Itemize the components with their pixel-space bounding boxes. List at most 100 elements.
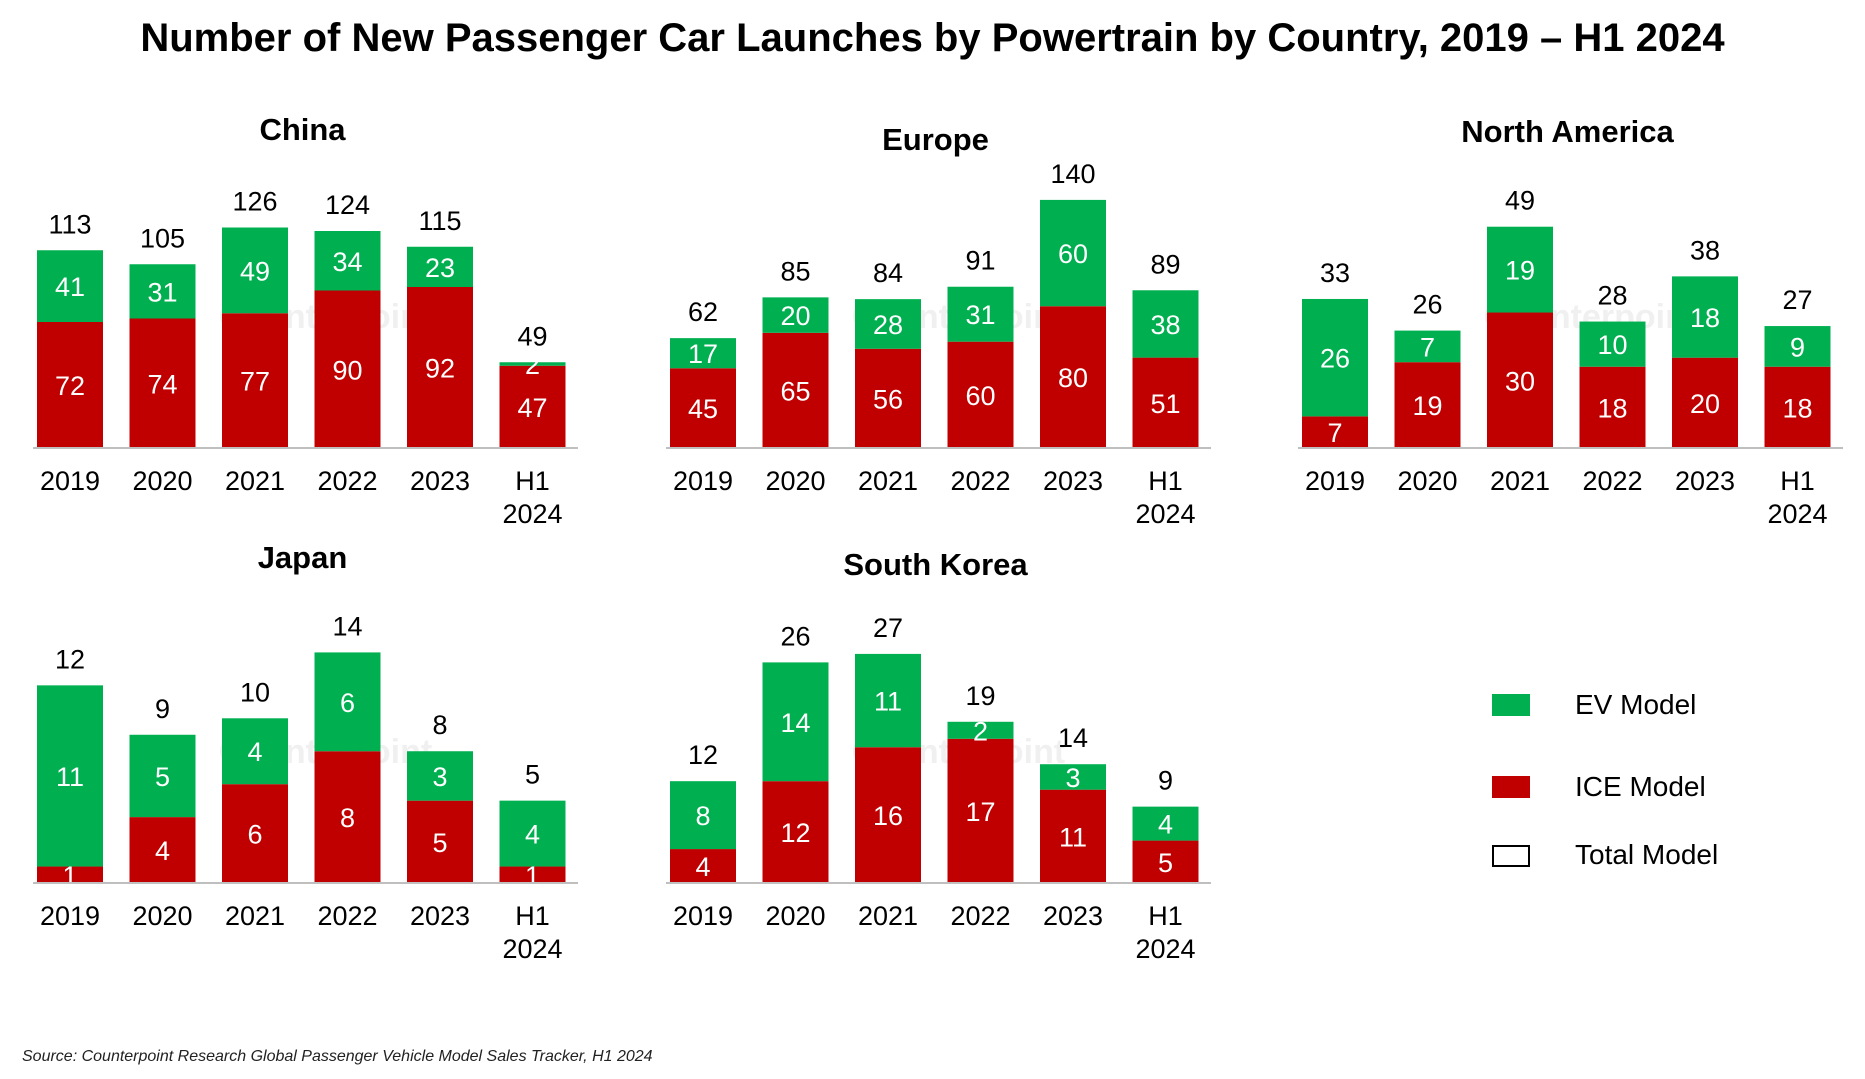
- bar-ev: [762, 297, 829, 333]
- bar-ice: [222, 784, 288, 883]
- label-ev: 20: [780, 301, 810, 331]
- bar-ev: [1764, 326, 1831, 367]
- bar-ice: [1764, 366, 1831, 448]
- tick-label: 2022: [317, 466, 377, 496]
- tick-label: 2022: [950, 901, 1010, 931]
- label-ev: 23: [425, 253, 455, 283]
- label-ev: 2: [973, 716, 988, 746]
- tick-label: 2023: [410, 901, 470, 931]
- bar-ice: [1302, 416, 1368, 448]
- tick-label: 2024: [1767, 499, 1827, 529]
- label-ev: 11: [874, 687, 902, 717]
- tick-label: 2024: [1135, 499, 1195, 529]
- tick-label: 2022: [317, 901, 377, 931]
- bar-ice: [947, 341, 1014, 448]
- label-ice: 30: [1505, 366, 1535, 396]
- label-ev: 31: [147, 277, 177, 307]
- bar-ev: [37, 250, 103, 322]
- label-ice: 6: [247, 820, 262, 850]
- label-ice: 4: [695, 852, 710, 882]
- label-ice: 60: [965, 381, 995, 411]
- label-ev: 4: [247, 737, 262, 767]
- bar-ice: [1579, 366, 1646, 448]
- tick-label: 2019: [673, 466, 733, 496]
- bar-ev: [1132, 290, 1199, 358]
- bar-ice: [407, 800, 473, 883]
- bar-ice: [762, 781, 829, 883]
- label-ice: 65: [780, 376, 810, 406]
- label-total: 26: [780, 621, 810, 651]
- bar-ice: [1672, 357, 1738, 448]
- legend-swatch-ice: [1492, 776, 1530, 798]
- label-ice: 7: [1327, 418, 1342, 448]
- chart-title: North America: [1461, 114, 1674, 149]
- legend-item-ev: EV Model: [1492, 690, 1812, 730]
- label-ice: 72: [55, 371, 85, 401]
- label-total: 115: [418, 206, 461, 236]
- tick-label: 2023: [410, 466, 470, 496]
- bar-ev: [1132, 806, 1199, 841]
- chart-japan: JapanCounterpoint11112201945920206410202…: [33, 540, 578, 964]
- bar-ev: [947, 286, 1014, 342]
- label-total: 12: [688, 740, 718, 770]
- label-ice: 47: [517, 393, 547, 423]
- label-ice: 51: [1150, 389, 1180, 419]
- label-total: 10: [240, 677, 270, 707]
- tick-label: 2022: [1582, 466, 1642, 496]
- label-ev: 4: [1158, 810, 1173, 840]
- tick-label: 2019: [673, 901, 733, 931]
- label-ev: 31: [965, 300, 995, 330]
- bar-ev: [37, 685, 103, 867]
- bar-ev: [407, 246, 473, 287]
- label-total: 85: [780, 256, 810, 286]
- tick-label: 2021: [858, 901, 918, 931]
- legend-swatch-total: [1492, 845, 1530, 867]
- bar-ice: [1132, 840, 1199, 883]
- label-total: 49: [1505, 186, 1535, 216]
- label-total: 14: [1058, 723, 1088, 753]
- label-ev: 14: [780, 708, 810, 738]
- label-ice: 1: [525, 861, 540, 891]
- label-total: 12: [55, 644, 85, 674]
- label-total: 19: [965, 681, 995, 711]
- bar-ev: [855, 299, 921, 349]
- bar-ice: [37, 866, 103, 883]
- tick-label: 2019: [1305, 466, 1365, 496]
- bar-ice: [670, 368, 736, 448]
- label-ice: 92: [425, 354, 455, 384]
- label-total: 126: [232, 187, 277, 217]
- bar-ev: [314, 231, 381, 291]
- label-ev: 28: [873, 310, 903, 340]
- label-ev: 19: [1505, 256, 1535, 286]
- bar-ice: [407, 287, 473, 448]
- label-ice: 8: [340, 803, 355, 833]
- label-ice: 90: [332, 355, 362, 385]
- label-ev: 17: [688, 339, 718, 369]
- label-ice: 80: [1058, 363, 1088, 393]
- label-ice: 18: [1782, 393, 1812, 423]
- label-total: 140: [1050, 159, 1095, 189]
- label-total: 38: [1690, 235, 1720, 265]
- label-total: 5: [525, 760, 540, 790]
- bar-ev: [314, 652, 381, 752]
- bar-ice: [499, 866, 566, 883]
- tick-label: 2020: [765, 466, 825, 496]
- chart-europe: EuropeCounterpoint4517622019652085202056…: [666, 122, 1211, 529]
- page-title: Number of New Passenger Car Launches by …: [140, 16, 1725, 60]
- tick-label: 2020: [1397, 466, 1457, 496]
- label-total: 26: [1412, 290, 1442, 320]
- tick-label: 2024: [1135, 934, 1195, 964]
- legend-swatch-ev: [1492, 694, 1530, 716]
- label-ev: 2: [525, 350, 540, 380]
- label-ice: 77: [240, 367, 270, 397]
- label-ev: 10: [1597, 330, 1627, 360]
- bar-ice: [222, 313, 288, 448]
- legend-item-total: Total Model: [1492, 840, 1812, 880]
- legend-label-ice: ICE Model: [1575, 771, 1706, 802]
- tick-label: 2023: [1675, 466, 1735, 496]
- bar-ice: [499, 365, 566, 448]
- label-ev: 11: [56, 762, 84, 792]
- label-total: 113: [48, 209, 91, 239]
- label-ev: 34: [332, 247, 362, 277]
